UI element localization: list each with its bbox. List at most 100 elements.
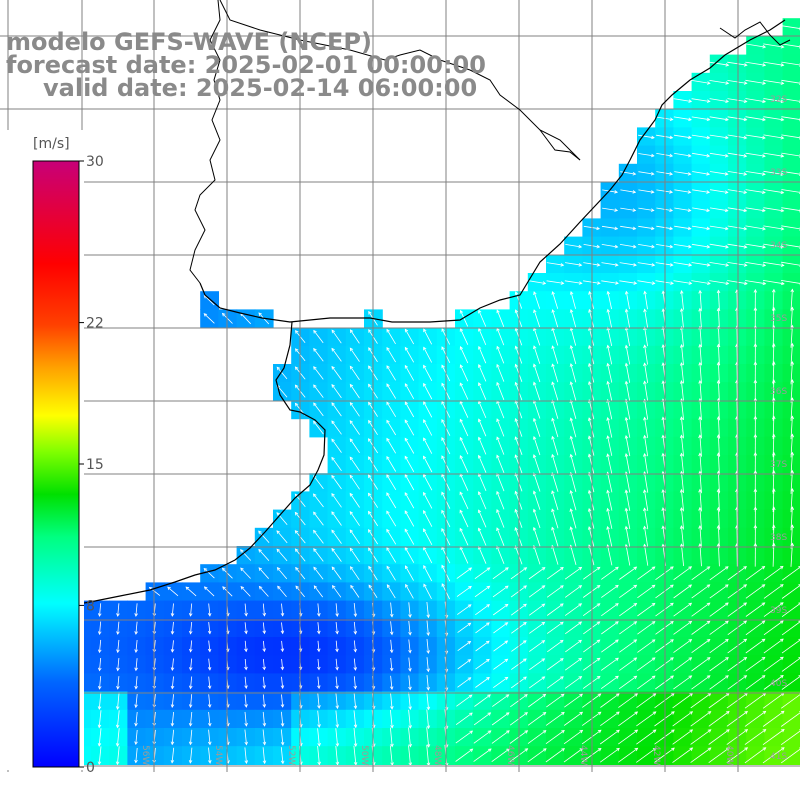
wind-cell — [455, 691, 474, 711]
wind-arrow — [673, 244, 692, 248]
wind-arrow — [763, 675, 784, 690]
wind-arrow-head — [487, 748, 492, 752]
wind-arrow — [763, 116, 784, 121]
wind-arrow-head — [588, 362, 592, 367]
wind-arrow — [607, 381, 613, 402]
wind-arrow — [117, 746, 120, 765]
wind-arrow-head — [661, 525, 666, 530]
wind-arrow — [331, 329, 342, 344]
wind-arrow-head — [386, 346, 390, 351]
wind-arrow — [529, 658, 545, 671]
wind-cell — [527, 673, 547, 693]
wind-arrow-head — [203, 313, 208, 317]
wind-speed-field — [0, 18, 800, 765]
wind-arrow — [745, 98, 766, 103]
wind-arrow — [763, 207, 784, 212]
wind-arrow — [726, 692, 748, 709]
wind-arrow-head — [661, 344, 666, 348]
wind-arrow-head — [207, 685, 212, 690]
wind-arrow — [673, 280, 692, 284]
wind-arrow — [190, 640, 193, 652]
wind-arrow-head — [349, 402, 354, 406]
wind-arrow — [781, 621, 800, 636]
wind-arrow-head — [313, 585, 318, 589]
wind-arrow — [620, 207, 636, 211]
wind-arrow-head — [441, 346, 445, 351]
wind-arrow-head — [569, 435, 574, 440]
wind-arrow-head — [762, 226, 766, 231]
wind-arrow-head — [624, 380, 629, 385]
wind-arrow-head — [790, 415, 795, 420]
wind-arrow-head — [596, 226, 601, 231]
wind-arrow-head — [606, 308, 611, 313]
wind-arrow — [496, 310, 505, 327]
wind-cell — [637, 728, 656, 747]
wind-arrow — [547, 640, 564, 653]
wind-arrow — [262, 729, 266, 745]
lon-label: 48W — [432, 745, 442, 765]
wind-arrow-head — [258, 567, 263, 571]
wind-cell — [637, 746, 656, 765]
wind-arrow-head — [478, 382, 482, 386]
wind-cell — [618, 746, 638, 765]
wind-arrow — [208, 640, 211, 652]
lon-label: 58W — [68, 745, 78, 765]
wind-arrow — [545, 730, 565, 745]
wind-arrow — [762, 710, 785, 727]
wind-arrow — [423, 565, 433, 582]
wind-arrow-head — [651, 244, 655, 249]
wind-arrow-head — [423, 564, 427, 569]
wind-arrow — [208, 694, 211, 708]
wind-arrow-head — [170, 649, 175, 653]
wind-arrow-head — [280, 741, 285, 746]
wind-arrow — [709, 639, 729, 654]
wind-arrow — [408, 709, 411, 729]
wind-arrow — [313, 330, 324, 344]
wind-arrow-head — [725, 117, 729, 122]
wind-arrow-head — [689, 747, 694, 751]
wind-cell — [728, 637, 747, 656]
wind-arrow — [564, 693, 583, 708]
wind-arrow — [745, 657, 766, 672]
wind-arrow — [570, 291, 576, 309]
wind-cell — [691, 728, 711, 747]
wind-cell — [564, 673, 583, 693]
wind-arrow-head — [389, 649, 394, 654]
wind-arrow — [135, 621, 138, 635]
wind-arrow-head — [423, 364, 427, 369]
wind-arrow-head — [353, 705, 358, 710]
wind-arrow-head — [258, 585, 263, 590]
wind-arrow — [672, 693, 693, 709]
wind-arrow-head — [579, 693, 583, 698]
wind-arrow — [475, 604, 490, 616]
wind-arrow — [262, 676, 265, 689]
wind-arrow — [171, 676, 174, 689]
wind-arrow-head — [772, 433, 776, 438]
wind-arrow-head — [606, 453, 610, 458]
wind-arrow-head — [687, 226, 692, 231]
wind-arrow — [699, 543, 702, 567]
wind-arrow-head — [780, 208, 785, 213]
wind-arrow — [644, 399, 649, 420]
wind-arrow-head — [744, 281, 748, 286]
wind-arrow-head — [368, 365, 372, 370]
wind-arrow — [317, 728, 320, 746]
wind-arrow — [496, 509, 505, 528]
wind-arrow-head — [404, 565, 409, 569]
wind-arrow-head — [404, 528, 408, 533]
wind-arrow-head — [698, 343, 702, 348]
wind-arrow-head — [496, 436, 500, 441]
wind-arrow-head — [368, 419, 372, 424]
wind-arrow — [655, 675, 674, 690]
wind-cell — [637, 691, 656, 711]
wind-arrow-head — [506, 748, 510, 752]
wind-arrow-head — [780, 117, 785, 122]
wind-arrow — [763, 170, 784, 175]
wind-arrow — [727, 584, 747, 599]
wind-arrow-head — [615, 566, 619, 571]
wind-arrow — [552, 345, 559, 364]
wind-arrow-head — [753, 397, 758, 402]
wind-arrow-head — [650, 208, 655, 212]
wind-arrow — [135, 711, 138, 726]
wind-arrow — [699, 435, 702, 457]
